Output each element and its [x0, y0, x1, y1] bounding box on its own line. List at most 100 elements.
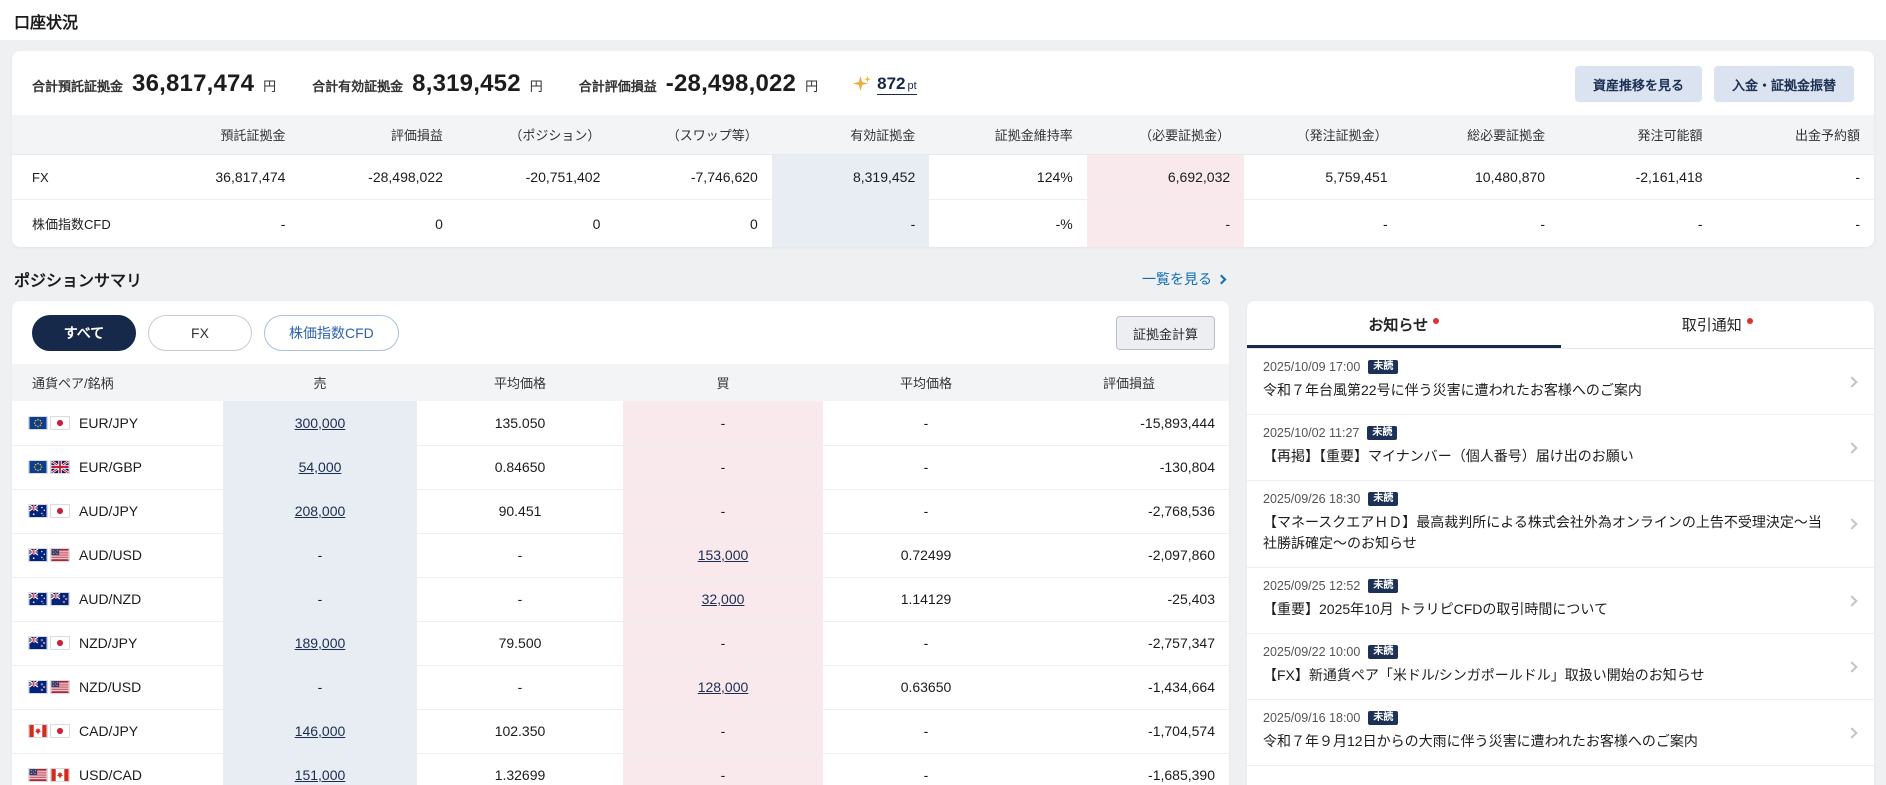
notice-item[interactable]: 2025/10/02 11:27 未読 【再掲】【重要】マイナンバー（個人番号）届け… [1247, 415, 1874, 481]
sell-amount-link[interactable]: 300,000 [294, 414, 346, 431]
chevron-right-icon [1846, 375, 1858, 388]
flag-eu-icon [28, 460, 48, 474]
sell-amount-link[interactable]: 189,000 [294, 635, 346, 651]
pl-cell: -2,097,860 [1029, 533, 1229, 578]
tab-all[interactable]: すべて [32, 315, 136, 351]
buy-qty-cell: - [623, 445, 823, 490]
account-summary: 合計預託証拠金 36,817,474 円合計有効証拠金 8,319,452 円合計評価損… [32, 70, 818, 98]
pair-flags [28, 724, 70, 738]
flag-us-icon [50, 680, 70, 694]
deposit-transfer-button[interactable]: 入金・証拠金振替 [1713, 66, 1854, 102]
sell-avg-cell: 79.500 [417, 621, 623, 666]
pair-flags [28, 415, 70, 430]
pair-name: NZD/USD [79, 679, 142, 695]
sell-amount-link[interactable]: 146,000 [294, 723, 346, 739]
flag-nz-icon [50, 592, 70, 606]
account-cell: - [1086, 199, 1245, 247]
notice-item[interactable]: 2025/09/16 18:00 未読 令和７年９月12日からの大雨に伴う災害に遭わ… [1247, 700, 1874, 766]
sell-amount-link[interactable]: 54,000 [298, 459, 342, 475]
account-col-header: （ポジション） [456, 115, 615, 155]
flag-eu-icon [28, 415, 48, 430]
account-cell: -20,751,402 [456, 154, 615, 200]
buy-amount-link[interactable]: 153,000 [697, 547, 749, 563]
account-cell: - [771, 199, 930, 247]
sell-qty-cell: - [223, 665, 417, 710]
buy-qty-cell: 153,000 [623, 533, 823, 578]
tab-trade-alerts[interactable]: 取引通知 [1561, 301, 1875, 348]
sell-qty-cell: 151,000 [223, 753, 417, 785]
flag-jp-icon [50, 415, 70, 430]
points-link[interactable]: 872 pt [852, 74, 917, 95]
sell-amount-link[interactable]: 208,000 [294, 503, 346, 519]
summary-value: 8,319,452 [412, 70, 521, 97]
page-header: 口座状況 [0, 0, 1886, 40]
account-cell: -2,161,418 [1559, 154, 1717, 200]
margin-calc-button[interactable]: 証拠金計算 [1115, 316, 1215, 350]
empty-value: - [720, 635, 726, 651]
positions-tabs-row: すべて FX 株価指数CFD 証拠金計算 [12, 301, 1229, 364]
sell-qty-cell: 208,000 [223, 489, 417, 534]
notice-meta: 2025/09/26 18:30 未読 [1263, 492, 1832, 506]
chevron-right-icon [1846, 726, 1858, 739]
account-col-header: （スワップ等） [614, 115, 772, 155]
tab-notices[interactable]: お知らせ [1247, 301, 1561, 348]
buy-qty-cell: 32,000 [623, 577, 823, 622]
account-cell: 8,319,452 [771, 154, 930, 200]
flag-us-icon [28, 768, 48, 782]
main-row: ポジションサマリ 一覧を見る すべて FX 株価指数CFD 証拠金計算 通貨ペア/銘… [12, 265, 1874, 785]
pair-name: USD/CAD [79, 767, 143, 783]
buy-avg-cell: - [823, 401, 1029, 446]
position-row: AUD/NZD - - 32,000 1.14129 -25,403 [12, 577, 1229, 622]
pl-cell: -1,685,390 [1029, 753, 1229, 785]
sparkle-icon [852, 74, 872, 94]
notice-item[interactable]: 2025/09/22 10:00 未読 【FX】新通貨ペア「米ドル/シンガポールドル… [1247, 634, 1874, 700]
buy-avg-cell: 0.72499 [823, 533, 1029, 578]
tab-fx[interactable]: FX [148, 315, 252, 351]
notice-title: 【再掲】【重要】マイナンバー（個人番号）届け出のお願い [1263, 448, 1634, 464]
account-row-label: 株価指数CFD [32, 217, 111, 232]
account-col-header: （必要証拠金） [1086, 115, 1245, 155]
empty-value: - [317, 591, 323, 607]
account-row-label: FX [12, 154, 142, 200]
notice-item[interactable]: 2025/09/25 12:52 未読 【重要】2025年10月 トラリピCFDの取… [1247, 568, 1874, 634]
account-cell: -28,498,022 [299, 154, 457, 200]
position-row: USD/CAD 151,000 1.32699- - -1,685,390 [12, 753, 1229, 785]
notice-datetime: 2025/10/09 17:00 [1263, 360, 1361, 374]
summary-item: 合計預託証拠金 36,817,474 円 [32, 70, 276, 98]
account-actions: 資産推移を見る 入金・証拠金振替 [1574, 66, 1854, 102]
notices-spacer [1247, 265, 1874, 301]
tab-cfd[interactable]: 株価指数CFD [264, 315, 399, 351]
empty-value: - [317, 547, 323, 563]
buy-amount-link[interactable]: 128,000 [697, 679, 749, 695]
sell-qty-cell: - [223, 577, 417, 622]
pair-cell: USD/CAD [12, 753, 223, 785]
account-cell: -% [1055, 215, 1073, 232]
buy-qty-cell: - [623, 401, 823, 446]
notice-item[interactable]: 2025/09/26 18:30 未読 【マネースクエアＨＤ】最高裁判所による株式会… [1247, 481, 1874, 568]
buy-avg-cell: 1.14129 [823, 577, 1029, 622]
chevron-right-icon [1846, 594, 1858, 607]
sell-qty-cell: 146,000 [223, 709, 417, 754]
unread-badge: 未読 [1368, 645, 1399, 659]
buy-amount-link[interactable]: 32,000 [701, 591, 745, 607]
account-col-header: 出金予約額 [1716, 115, 1874, 155]
account-cell: 6,692,032 [1086, 154, 1245, 200]
sell-qty-cell: - [223, 533, 417, 578]
sell-amount-link[interactable]: 151,000 [294, 767, 346, 783]
pair-name: EUR/GBP [79, 459, 143, 475]
buy-qty-cell: - [623, 489, 823, 534]
notice-datetime: 2025/09/25 12:52 [1263, 579, 1361, 593]
view-all-link[interactable]: 一覧を見る [1142, 269, 1227, 289]
account-cell: - [1382, 215, 1388, 232]
sell-qty-cell: 189,000 [223, 621, 417, 666]
buy-qty-cell: - [623, 621, 823, 666]
summary-unit: 円 [529, 79, 543, 94]
position-row: AUD/USD - - 153,000 0.72499 -2,097,860 [12, 533, 1229, 578]
buy-avg-cell: - [823, 445, 1029, 490]
notice-item[interactable]: 2025/10/09 17:00 未読 令和７年台風第22号に伴う災害に遭われたお客… [1247, 349, 1874, 415]
page-title: 口座状況 [14, 15, 79, 32]
asset-transition-button[interactable]: 資産推移を見る [1574, 66, 1702, 102]
pl-cell: -1,434,664 [1029, 665, 1229, 710]
summary-value: 36,817,474 [132, 70, 255, 97]
unread-badge: 未読 [1368, 579, 1399, 593]
